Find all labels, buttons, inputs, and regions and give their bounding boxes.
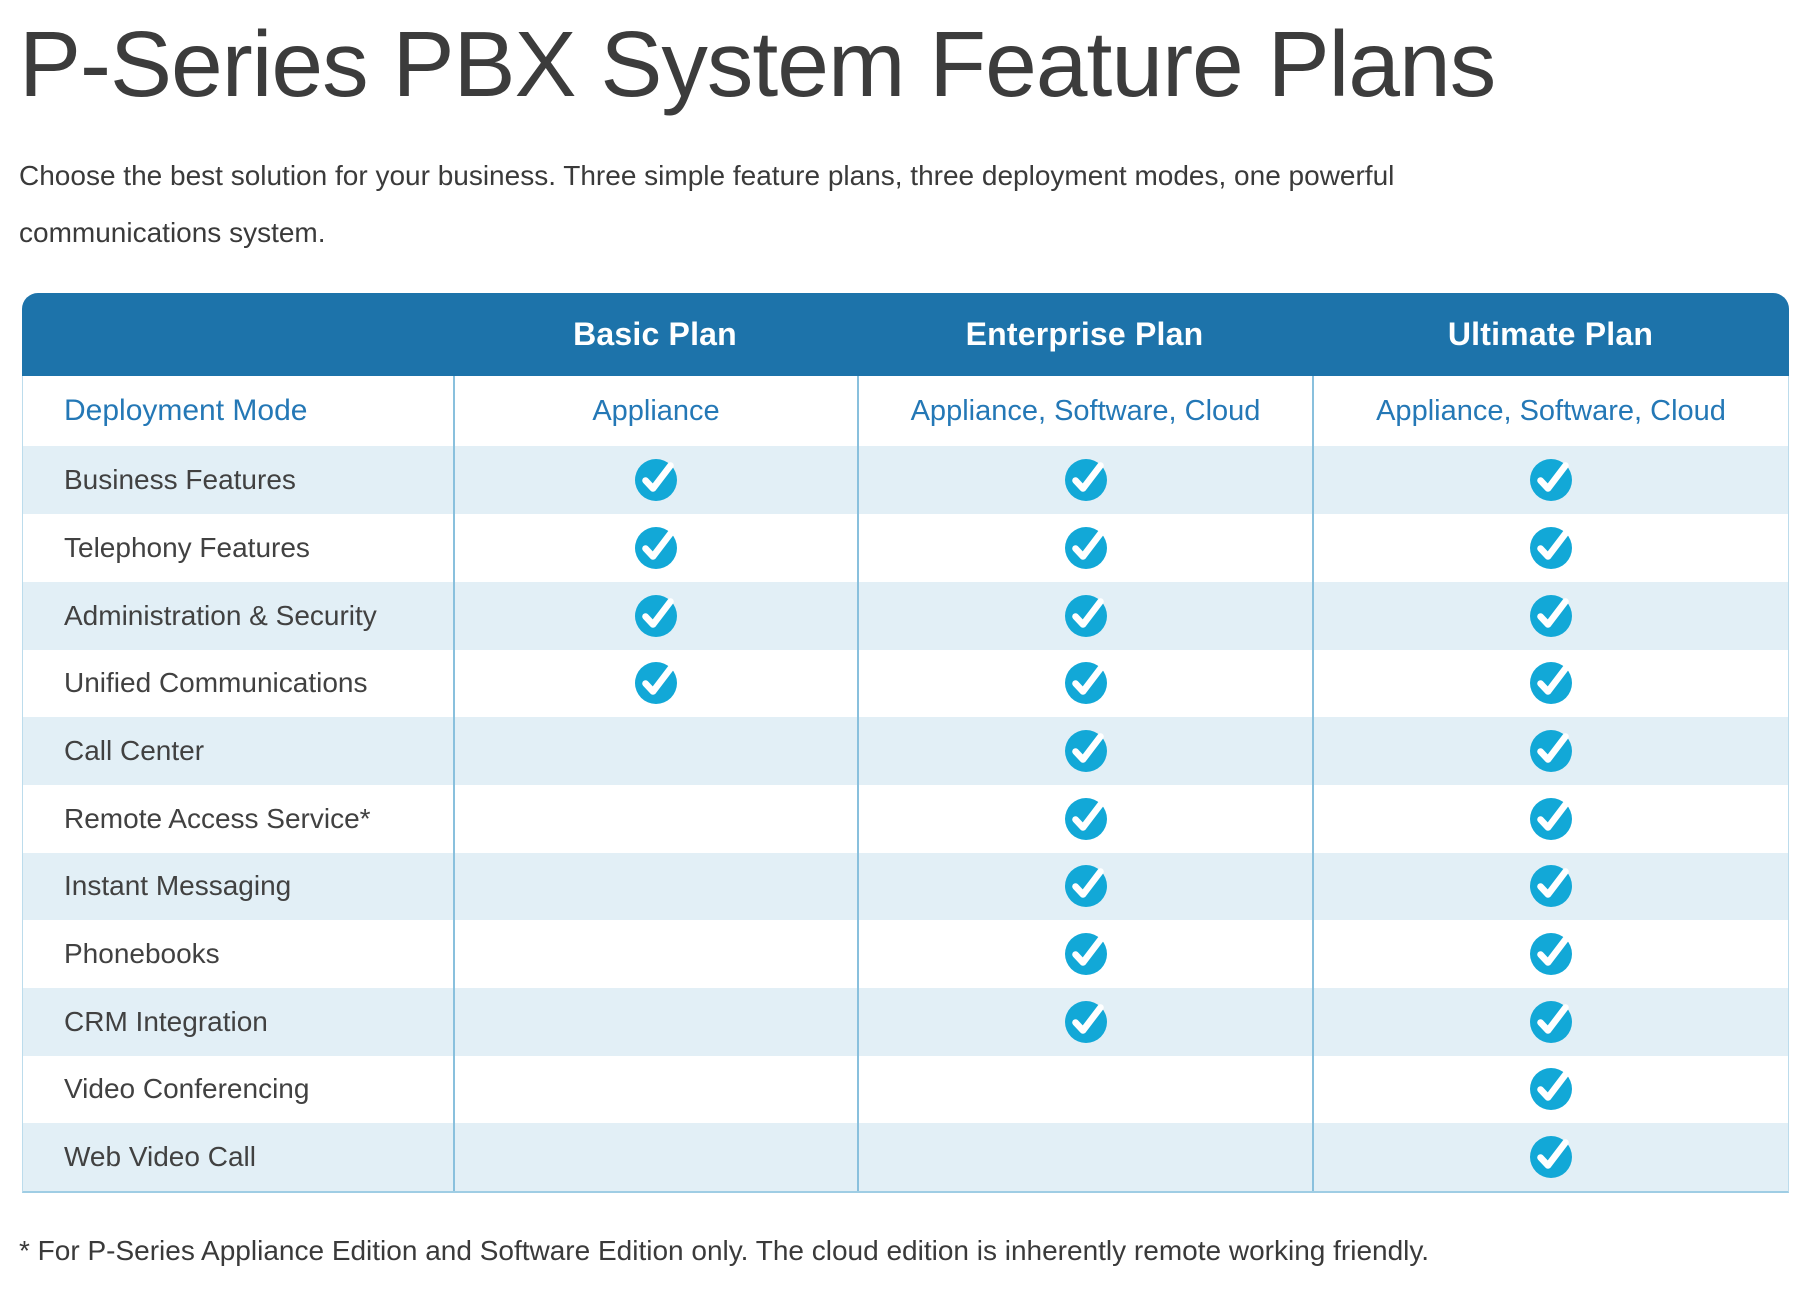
basic-plan-cell: [453, 717, 857, 785]
check-circle-icon: [1064, 1000, 1107, 1043]
deployment-mode-row: Deployment Mode Appliance Appliance, Sof…: [23, 376, 1788, 447]
ultimate-plan-cell: [1312, 920, 1788, 988]
feature-label: Phonebooks: [64, 938, 220, 970]
table-row: Unified Communications: [23, 649, 1788, 718]
page: P-Series PBX System Feature Plans Choose…: [19, 12, 1796, 1267]
header-ultimate-plan: Ultimate Plan: [1447, 316, 1654, 353]
check-circle-icon: [1530, 865, 1572, 908]
ultimate-plan-cell: [1312, 852, 1788, 921]
check-circle-icon: [1064, 459, 1107, 502]
enterprise-plan-cell: [857, 717, 1312, 785]
check-circle-icon: [1530, 526, 1572, 569]
basic-plan-cell: [453, 446, 857, 515]
ultimate-plan-cell: [1312, 649, 1788, 718]
check-circle-icon: [1064, 730, 1107, 773]
feature-plan-table: Basic Plan Enterprise Plan Ultimate Plan…: [22, 293, 1789, 1194]
basic-plan-cell: [453, 784, 857, 853]
check-circle-icon: [1530, 662, 1572, 705]
feature-label: Telephony Features: [64, 531, 310, 563]
enterprise-plan-cell: [857, 446, 1312, 515]
table-row: Administration & Security: [23, 581, 1788, 650]
check-circle-icon: [1530, 1136, 1572, 1179]
table-row: CRM Integration: [23, 987, 1788, 1056]
ultimate-plan-cell: [1312, 581, 1788, 650]
table-row: Phonebooks: [23, 920, 1788, 988]
basic-plan-cell: [453, 852, 857, 921]
table-row: Business Features: [23, 446, 1788, 515]
feature-label: CRM Integration: [64, 1005, 268, 1037]
ultimate-plan-cell: [1312, 514, 1788, 582]
check-circle-icon: [635, 459, 677, 502]
table-row: Remote Access Service*: [23, 784, 1788, 853]
table-row: Instant Messaging: [23, 852, 1788, 921]
plan-table-header: Basic Plan Enterprise Plan Ultimate Plan: [22, 293, 1789, 377]
feature-label: Video Conferencing: [64, 1073, 310, 1105]
enterprise-plan-cell: [857, 514, 1312, 582]
table-row: Call Center: [23, 717, 1788, 785]
feature-label: Administration & Security: [64, 599, 377, 631]
check-circle-icon: [635, 526, 677, 569]
basic-plan-cell: [453, 649, 857, 718]
table-row: Telephony Features: [23, 514, 1788, 582]
feature-label: Instant Messaging: [64, 870, 292, 902]
ultimate-plan-cell: [1312, 1123, 1788, 1192]
check-circle-icon: [1064, 797, 1107, 840]
page-subtitle-line1: Choose the best solution for your busine…: [19, 160, 1395, 192]
check-circle-icon: [1064, 933, 1107, 976]
check-circle-icon: [1530, 594, 1572, 637]
feature-label: Call Center: [64, 735, 205, 767]
check-circle-icon: [1530, 459, 1572, 502]
feature-label: Unified Communications: [64, 667, 368, 699]
check-circle-icon: [1530, 1000, 1572, 1043]
ultimate-plan-cell: [1312, 1055, 1788, 1124]
feature-rows: Business Features Telephony Features Adm…: [23, 446, 1788, 1192]
feature-label: Remote Access Service*: [64, 802, 371, 834]
deployment-mode-basic: Appliance: [453, 376, 857, 447]
page-subtitle: Choose the best solution for your busine…: [19, 147, 1796, 261]
enterprise-plan-cell: [857, 852, 1312, 921]
enterprise-plan-cell: [857, 920, 1312, 988]
deployment-mode-label: Deployment Mode: [64, 394, 308, 428]
page-title: P-Series PBX System Feature Plans: [19, 12, 1496, 116]
footnote: * For P-Series Appliance Edition and Sof…: [19, 1235, 1430, 1267]
plan-table-body: Deployment Mode Appliance Appliance, Sof…: [22, 376, 1789, 1194]
enterprise-plan-cell: [857, 784, 1312, 853]
enterprise-plan-cell: [857, 987, 1312, 1056]
ultimate-plan-cell: [1312, 446, 1788, 515]
check-circle-icon: [1064, 865, 1107, 908]
basic-plan-cell: [453, 920, 857, 988]
basic-plan-cell: [453, 987, 857, 1056]
enterprise-plan-cell: [857, 581, 1312, 650]
feature-label: Web Video Call: [64, 1141, 256, 1173]
check-circle-icon: [635, 594, 677, 637]
check-circle-icon: [635, 662, 677, 705]
check-circle-icon: [1530, 933, 1572, 976]
basic-plan-cell: [453, 581, 857, 650]
table-row: Video Conferencing: [23, 1055, 1788, 1124]
ultimate-plan-cell: [1312, 717, 1788, 785]
basic-plan-cell: [453, 1055, 857, 1124]
check-circle-icon: [1530, 1068, 1572, 1111]
check-circle-icon: [1530, 797, 1572, 840]
header-basic-plan: Basic Plan: [573, 316, 737, 353]
check-circle-icon: [1064, 526, 1107, 569]
table-row: Web Video Call: [23, 1123, 1788, 1192]
feature-label: Business Features: [64, 464, 296, 496]
header-enterprise-plan: Enterprise Plan: [965, 316, 1204, 353]
ultimate-plan-cell: [1312, 784, 1788, 853]
check-circle-icon: [1530, 730, 1572, 773]
enterprise-plan-cell: [857, 1123, 1312, 1192]
basic-plan-cell: [453, 514, 857, 582]
check-circle-icon: [1064, 662, 1107, 705]
ultimate-plan-cell: [1312, 987, 1788, 1056]
enterprise-plan-cell: [857, 649, 1312, 718]
deployment-mode-ultimate: Appliance, Software, Cloud: [1312, 376, 1788, 447]
page-subtitle-line2: communications system.: [19, 217, 326, 249]
deployment-mode-enterprise: Appliance, Software, Cloud: [857, 376, 1312, 447]
check-circle-icon: [1064, 594, 1107, 637]
enterprise-plan-cell: [857, 1055, 1312, 1124]
basic-plan-cell: [453, 1123, 857, 1192]
